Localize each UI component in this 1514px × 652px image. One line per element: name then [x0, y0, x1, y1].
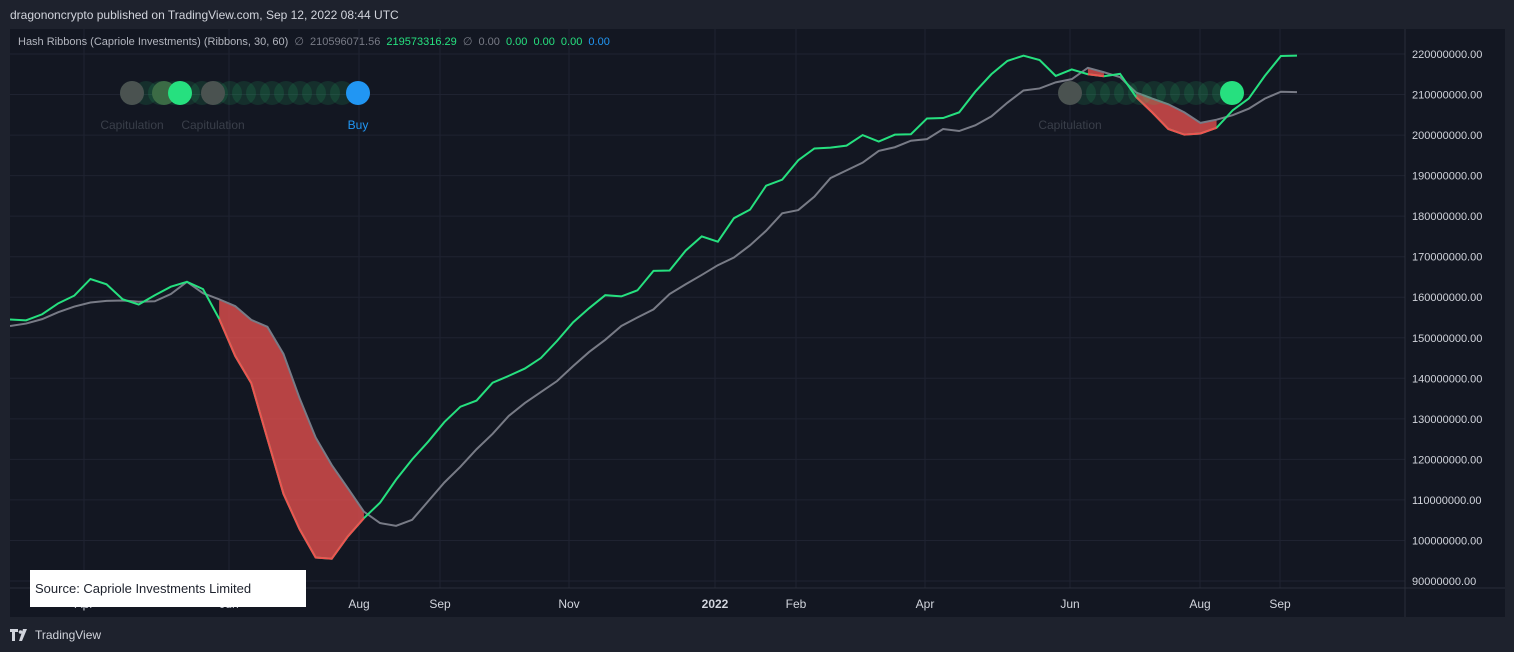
legend-value-7: 0.00 — [588, 36, 610, 48]
x-tick-label: 2022 — [702, 597, 729, 611]
signal-trail-dot — [316, 81, 340, 105]
y-tick-label: 90000000.00 — [1412, 576, 1476, 588]
y-tick-label: 110000000.00 — [1412, 495, 1482, 507]
y-tick-label: 150000000.00 — [1412, 333, 1482, 345]
signal-trail-dot — [246, 81, 270, 105]
y-tick-label: 220000000.00 — [1412, 49, 1482, 61]
hash-ribbons-chart[interactable]: Capitulation Capitulation Buy Capitulation 2… — [10, 29, 1505, 617]
legend-value-long-ma: 210596071.56 — [309, 36, 381, 48]
x-tick-label: Apr — [916, 597, 935, 611]
signal-trail-dot — [232, 81, 256, 105]
x-tick-label: Feb — [786, 597, 807, 611]
signal-trail-dot — [1128, 81, 1152, 105]
chart-panel[interactable]: Capitulation Capitulation Buy Capitulation 2… — [10, 29, 1505, 617]
y-tick-label: 100000000.00 — [1412, 535, 1482, 547]
published-by-header: dragononcrypto published on TradingView.… — [10, 8, 399, 22]
legend-value-6: 0.00 — [560, 36, 583, 48]
signal-trail-dot — [1170, 81, 1194, 105]
legend-value-3: 0.00 — [478, 36, 500, 48]
short-ma-capitulation-line — [1087, 73, 1105, 78]
x-tick-label: Sep — [429, 597, 451, 611]
x-tick-label: Sep — [1269, 597, 1291, 611]
legend-value-short-ma: 219573316.29 — [386, 36, 457, 48]
signal-trail-dot — [1156, 81, 1180, 105]
x-tick-label: Jun — [1060, 597, 1079, 611]
x-tick-label: Aug — [1189, 597, 1210, 611]
signal-marker-buy[interactable] — [346, 81, 370, 105]
legend-value-4: 0.00 — [505, 36, 528, 48]
signal-label: Capitulation — [181, 118, 244, 132]
null-symbol-2: ∅ — [462, 36, 473, 48]
tradingview-logo-icon — [10, 629, 27, 641]
signal-trail-dot — [302, 81, 326, 105]
y-tick-label: 200000000.00 — [1412, 130, 1482, 142]
y-tick-label: 120000000.00 — [1412, 454, 1482, 466]
signal-marker-capitulation[interactable] — [201, 81, 225, 105]
signal-trail-dot — [1142, 81, 1166, 105]
y-tick-label: 160000000.00 — [1412, 292, 1482, 304]
legend-value-5: 0.00 — [533, 36, 555, 48]
y-tick-label: 210000000.00 — [1412, 90, 1482, 102]
y-tick-label: 140000000.00 — [1412, 373, 1482, 385]
signal-trail-dot — [1086, 81, 1110, 105]
ribbon-capitulation-fill — [219, 299, 364, 559]
source-label: Source: Capriole Investments Limited — [30, 570, 306, 607]
signal-trail-dot — [1114, 81, 1138, 105]
short-ma-capitulation-line — [1135, 96, 1217, 136]
x-tick-label: Aug — [348, 597, 369, 611]
signal-trail-dot — [1198, 81, 1222, 105]
signal-marker-capitulation[interactable] — [120, 81, 144, 105]
signal-marker-capitulation[interactable] — [168, 81, 192, 105]
signal-trail-dot — [1100, 81, 1124, 105]
signal-label: Buy — [348, 118, 369, 132]
footer-brand: TradingView — [35, 628, 102, 642]
long-ma-line — [10, 66, 1298, 527]
x-tick-label: Nov — [558, 597, 579, 611]
y-tick-label: 190000000.00 — [1412, 171, 1482, 183]
signal-marker-recovery[interactable] — [1220, 81, 1244, 105]
y-tick-label: 130000000.00 — [1412, 414, 1482, 426]
signal-trail-dot — [288, 81, 312, 105]
ribbon-capitulation-fill — [1136, 92, 1217, 135]
short-ma-capitulation-line — [218, 318, 365, 560]
signal-marker-capitulation[interactable] — [1058, 81, 1082, 105]
indicator-legend[interactable]: Hash Ribbons (Capriole Investments) (Rib… — [18, 35, 613, 48]
signal-trail-dot — [1184, 81, 1208, 105]
signal-trail-dot — [260, 81, 284, 105]
signal-label: Capitulation — [1038, 118, 1101, 132]
y-tick-label: 170000000.00 — [1412, 252, 1482, 264]
signal-trail-dot — [218, 81, 242, 105]
indicator-name: Hash Ribbons (Capriole Investments) (Rib… — [18, 36, 289, 48]
footer[interactable]: TradingView — [10, 628, 101, 642]
y-tick-label: 180000000.00 — [1412, 211, 1482, 223]
signal-trail-dot — [274, 81, 298, 105]
signal-label: Capitulation — [100, 118, 163, 132]
null-symbol-1: ∅ — [294, 36, 304, 48]
